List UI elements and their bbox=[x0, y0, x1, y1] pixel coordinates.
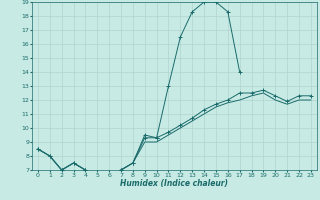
X-axis label: Humidex (Indice chaleur): Humidex (Indice chaleur) bbox=[120, 179, 228, 188]
